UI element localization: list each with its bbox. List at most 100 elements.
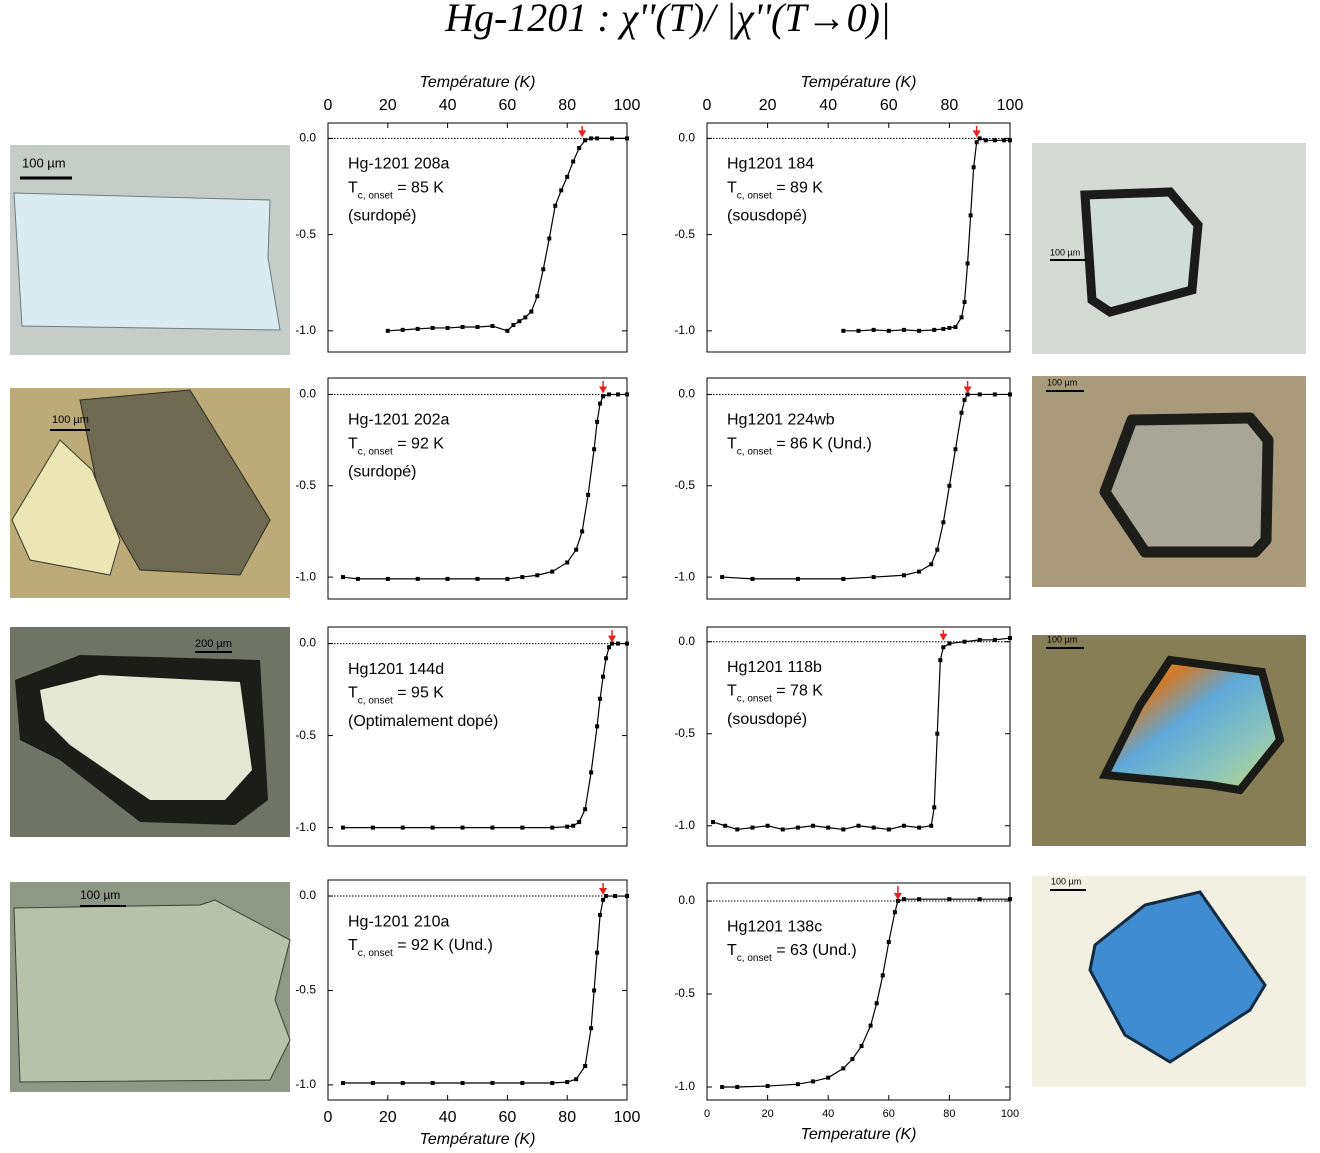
data-point bbox=[962, 397, 967, 402]
y-tick-label: -1.0 bbox=[674, 569, 695, 583]
scale-label: 100 µm bbox=[1050, 247, 1080, 257]
tc-label: Tc, onset = 92 K bbox=[348, 436, 444, 457]
data-line bbox=[843, 137, 1010, 332]
data-point bbox=[892, 910, 897, 915]
tc-label: Tc, onset = 89 K bbox=[727, 180, 823, 201]
y-tick-label: -0.5 bbox=[295, 227, 316, 241]
x-axis-title: Temperature (K) bbox=[801, 1126, 917, 1143]
y-tick-label: -0.5 bbox=[674, 227, 695, 241]
sample-name: Hg1201 138c bbox=[727, 918, 822, 935]
x-tick-label: 40 bbox=[439, 1109, 457, 1126]
data-point bbox=[505, 328, 510, 333]
data-point bbox=[598, 912, 603, 917]
data-point bbox=[385, 328, 390, 333]
x-tick-label: 0 bbox=[324, 1109, 333, 1126]
data-point bbox=[871, 825, 876, 830]
data-point bbox=[583, 138, 588, 143]
data-point bbox=[547, 236, 552, 241]
data-point bbox=[565, 174, 570, 179]
data-point bbox=[932, 805, 937, 810]
arrow-head bbox=[599, 888, 608, 896]
data-point bbox=[826, 825, 831, 830]
chart: 0.0 -0.5 -1.0 Hg1201 224wb Tc, onset = 86 K … bbox=[674, 377, 1012, 600]
data-point bbox=[589, 136, 594, 141]
tc-label: Tc, onset = 63 (Und.) bbox=[727, 942, 857, 963]
data-point bbox=[871, 327, 876, 332]
data-point bbox=[598, 696, 603, 701]
data-point bbox=[595, 419, 600, 424]
chart: 0.0 -0.5 -1.0 0 20 40 60 80 100 Temperature (K) Hg… bbox=[674, 882, 1019, 1143]
data-point bbox=[607, 392, 612, 397]
arrow-head bbox=[608, 635, 617, 643]
scale-label: 100 µm bbox=[80, 888, 120, 902]
data-point bbox=[1008, 636, 1012, 641]
sample-name: Hg1201 184 bbox=[727, 156, 814, 173]
y-tick-label: 0.0 bbox=[299, 387, 316, 401]
tc-symbol: T bbox=[348, 180, 358, 197]
data-point bbox=[610, 136, 615, 141]
sample-name: Hg1201 144d bbox=[348, 661, 444, 678]
data-point bbox=[415, 326, 420, 331]
x-tick-label: 0 bbox=[704, 1108, 710, 1120]
data-point bbox=[983, 138, 988, 143]
data-point bbox=[517, 319, 522, 324]
tc-value: = 95 K bbox=[393, 685, 444, 702]
data-point bbox=[901, 327, 906, 332]
tc-symbol: T bbox=[727, 683, 737, 700]
data-point bbox=[535, 573, 540, 578]
x-tick-label: 80 bbox=[558, 1109, 576, 1126]
data-point bbox=[535, 294, 540, 299]
x-tick-label: 0 bbox=[324, 97, 333, 114]
data-point bbox=[974, 140, 979, 145]
data-point bbox=[625, 392, 629, 397]
data-point bbox=[430, 825, 435, 830]
x-axis-title: Température (K) bbox=[420, 74, 536, 91]
y-tick-label: 0.0 bbox=[299, 636, 316, 650]
data-point bbox=[625, 894, 629, 899]
data-point bbox=[415, 576, 420, 581]
arrow-head bbox=[599, 386, 608, 394]
data-point bbox=[795, 825, 800, 830]
tc-subscript: c, onset bbox=[358, 446, 393, 457]
micrograph: 200 µm bbox=[10, 627, 290, 837]
data-point bbox=[430, 325, 435, 330]
data-point bbox=[811, 1079, 816, 1084]
arrow-head bbox=[578, 130, 587, 138]
data-point bbox=[523, 315, 528, 320]
tc-label: Tc, onset = 95 K bbox=[348, 685, 444, 706]
data-point bbox=[553, 203, 558, 208]
y-tick-label: 0.0 bbox=[299, 888, 316, 902]
chart: 0.0 -0.5 -1.0 0 20 40 60 80 100 Température (K) Hg… bbox=[295, 74, 640, 353]
data-point bbox=[571, 823, 576, 828]
y-tick-label: -1.0 bbox=[295, 569, 316, 583]
x-tick-label: 20 bbox=[761, 1108, 773, 1120]
onset-arrow bbox=[972, 126, 981, 138]
data-point bbox=[559, 188, 564, 193]
data-point bbox=[947, 483, 952, 488]
sample-name: Hg1201 118b bbox=[727, 659, 822, 676]
tc-value: = 86 K (Und.) bbox=[772, 436, 872, 453]
data-point bbox=[962, 299, 967, 304]
tc-subscript: c, onset bbox=[358, 190, 393, 201]
y-tick-label: 0.0 bbox=[299, 131, 316, 145]
y-tick-label: -0.5 bbox=[295, 478, 316, 492]
y-tick-label: -1.0 bbox=[295, 323, 316, 337]
data-point bbox=[901, 573, 906, 578]
data-point bbox=[565, 1080, 570, 1085]
data-point bbox=[550, 1081, 555, 1086]
data-point bbox=[735, 1084, 740, 1089]
tc-symbol: T bbox=[348, 937, 358, 954]
data-point bbox=[541, 267, 546, 272]
data-point bbox=[520, 575, 525, 580]
data-point bbox=[720, 575, 725, 580]
data-line bbox=[722, 393, 1010, 580]
data-point bbox=[850, 1057, 855, 1062]
data-point bbox=[511, 323, 516, 328]
data-point bbox=[430, 1081, 435, 1086]
data-point bbox=[841, 576, 846, 581]
tc-label: Tc, onset = 86 K (Und.) bbox=[727, 436, 872, 457]
micrograph: 100 µm bbox=[10, 145, 290, 355]
x-axis-title: Température (K) bbox=[420, 1131, 536, 1148]
data-point bbox=[592, 988, 597, 993]
micrograph: 100 µm bbox=[1032, 876, 1306, 1087]
